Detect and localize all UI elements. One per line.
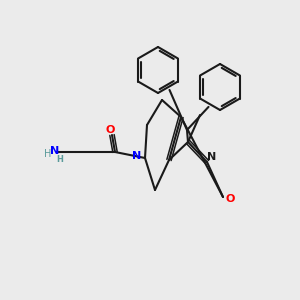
Text: H: H (44, 149, 52, 159)
Text: O: O (105, 125, 115, 135)
Text: N: N (50, 146, 60, 156)
Text: O: O (225, 194, 235, 204)
Text: N: N (207, 152, 217, 162)
Text: H: H (57, 154, 63, 164)
Text: N: N (132, 151, 142, 161)
